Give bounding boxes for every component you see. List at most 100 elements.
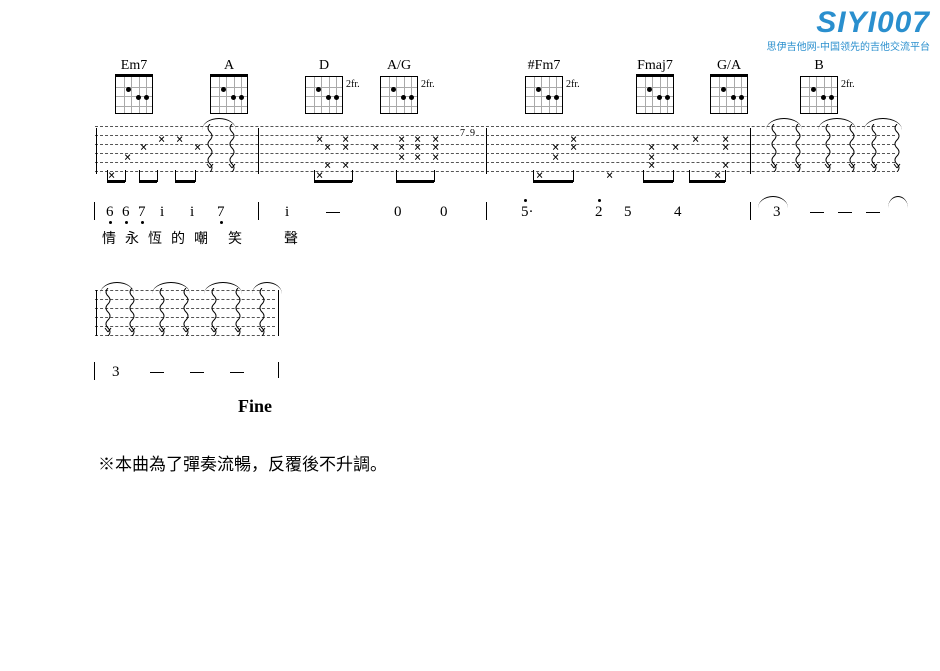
lyric-char: 情 xyxy=(102,228,116,248)
beam xyxy=(689,180,725,183)
beam xyxy=(396,180,434,183)
barline xyxy=(278,290,279,336)
tie-arc xyxy=(888,196,908,208)
tab-x-note: × xyxy=(176,132,183,146)
arpeggio-icon xyxy=(158,288,166,336)
tie-arc xyxy=(864,118,902,130)
beam xyxy=(139,180,157,183)
arpeggio-icon xyxy=(206,124,214,172)
tab-x-note: × xyxy=(692,132,699,146)
jianpu-dash xyxy=(230,372,244,373)
arpeggio-icon xyxy=(182,288,190,336)
tie-arc xyxy=(204,282,242,294)
arpeggio-icon xyxy=(228,124,236,172)
fret-label: 2fr. xyxy=(421,79,435,90)
chord-name: D xyxy=(319,58,329,74)
number-barline xyxy=(94,202,95,220)
arpeggio-icon xyxy=(234,288,242,336)
watermark-subtitle: 思伊吉他网-中国领先的吉他交流平台 xyxy=(767,38,930,53)
tab-x-note: × xyxy=(194,140,201,154)
tab-x-note: × xyxy=(398,150,405,164)
tab-x-note: × xyxy=(648,158,655,172)
tie-arc xyxy=(202,118,236,130)
tab-x-note: × xyxy=(324,158,331,172)
tab-x-note: × xyxy=(324,140,331,154)
arpeggio-icon xyxy=(824,124,832,172)
chord-diagram: Fmaj7 xyxy=(636,58,674,114)
tab-x-note: × xyxy=(342,158,349,172)
chord-grid xyxy=(115,76,153,114)
jianpu-note: 3 xyxy=(112,364,120,381)
jianpu-note: 5 xyxy=(624,204,632,221)
chord-diagram: B2fr. xyxy=(800,58,838,114)
arpeggio-icon xyxy=(210,288,218,336)
arpeggio-icon xyxy=(258,288,266,336)
jianpu-note: 7 xyxy=(138,204,146,221)
chord-name: A/G xyxy=(387,58,411,74)
number-barline xyxy=(258,202,259,220)
number-barline xyxy=(94,362,95,380)
jianpu-note: 0 xyxy=(394,204,402,221)
jianpu-note: 6 xyxy=(122,204,130,221)
fret-label: 2fr. xyxy=(566,79,580,90)
tab-x-note: × xyxy=(672,140,679,154)
arpeggio-icon xyxy=(104,288,112,336)
tab-x-note: × xyxy=(722,132,729,146)
chord-grid: 2fr. xyxy=(305,76,343,114)
arpeggio-icon xyxy=(794,124,802,172)
tab-x-note: × xyxy=(414,150,421,164)
tab-x-note: × xyxy=(158,132,165,146)
tie-arc xyxy=(100,282,134,294)
watermark: SIYI007 思伊吉他网-中国领先的吉他交流平台 xyxy=(767,6,930,53)
tab-x-note: × xyxy=(342,132,349,146)
tie-arc xyxy=(766,118,802,130)
jianpu-note: i xyxy=(160,204,164,221)
chord-diagram: A/G 2fr. xyxy=(380,58,418,114)
jianpu-note: 5· xyxy=(521,204,534,221)
jianpu-note: 0 xyxy=(440,204,448,221)
chord-grid: 2fr. xyxy=(800,76,838,114)
beam xyxy=(175,180,195,183)
tab-x-note: × xyxy=(606,168,613,182)
fret-label: 2fr. xyxy=(346,79,360,90)
barline xyxy=(486,128,487,174)
beam xyxy=(314,180,352,183)
beam xyxy=(107,180,125,183)
lyric-char: 的 xyxy=(171,228,185,248)
chord-diagram: A xyxy=(210,58,248,114)
jianpu-note: 4 xyxy=(674,204,682,221)
barline xyxy=(750,128,751,174)
chord-grid xyxy=(636,76,674,114)
chord-name: Fmaj7 xyxy=(637,58,673,74)
arpeggio-icon xyxy=(128,288,136,336)
tab-fret-number: 7 xyxy=(460,128,465,139)
lyric-char: 聲 xyxy=(284,228,298,248)
arpeggio-icon xyxy=(893,124,901,172)
chord-name: Em7 xyxy=(121,58,147,74)
jianpu-note: i xyxy=(285,204,289,221)
arpeggio-icon xyxy=(770,124,778,172)
tie-arc xyxy=(818,118,856,130)
jianpu-dash xyxy=(150,372,164,373)
tab-fret-number: 9 xyxy=(470,128,475,139)
barline xyxy=(258,128,259,174)
jianpu-note: i xyxy=(190,204,194,221)
number-barline xyxy=(750,202,751,220)
lyric-char: 笑 xyxy=(228,228,242,248)
arpeggio-icon xyxy=(870,124,878,172)
chord-grid: 2fr. xyxy=(380,76,418,114)
barline xyxy=(96,128,97,174)
chord-name: #Fm7 xyxy=(528,58,561,74)
jianpu-dash xyxy=(326,212,340,213)
chord-diagram: G/A xyxy=(710,58,748,114)
number-barline xyxy=(486,202,487,220)
fret-label: 2fr. xyxy=(841,79,855,90)
chord-grid xyxy=(210,76,248,114)
jianpu-dash xyxy=(810,212,824,213)
chord-name: A xyxy=(224,58,234,74)
tab-x-note: × xyxy=(432,150,439,164)
tab-x-note: × xyxy=(570,140,577,154)
jianpu-note: 2 xyxy=(595,204,603,221)
fine-label: Fine xyxy=(238,396,272,417)
jianpu-dash xyxy=(190,372,204,373)
